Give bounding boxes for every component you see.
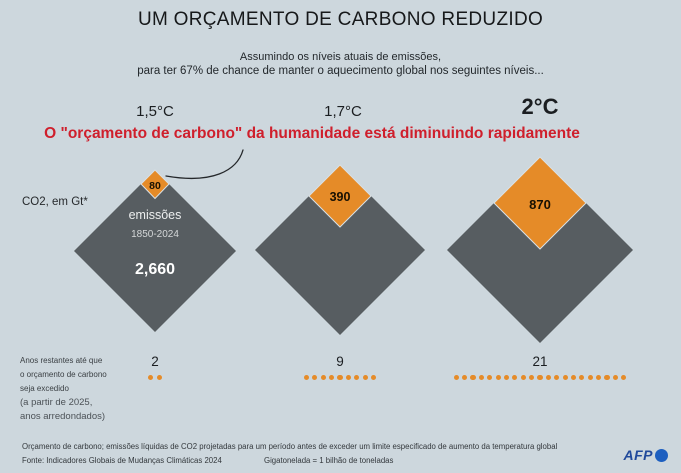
year-dot: [303, 375, 310, 381]
budget-diamond-3: [493, 156, 587, 250]
years-value-2: 9: [336, 354, 344, 369]
year-dot: [329, 375, 335, 381]
year-dot: [587, 375, 593, 381]
subtitle: Assumindo os níveis atuais de emissões, …: [0, 50, 681, 78]
year-dot: [312, 375, 318, 381]
page-title: UM ORÇAMENTO DE CARBONO REDUZIDO: [137, 9, 544, 30]
year-dot: [621, 375, 627, 381]
years-label-line1: Anos restantes até que: [20, 356, 103, 365]
temperature-label-1-7c: 1,7°C: [324, 103, 362, 120]
subtitle-line2: para ter 67% de chance de manter o aquec…: [137, 65, 544, 77]
emissions-diamond-3: [447, 157, 633, 343]
year-dot: [478, 375, 484, 381]
year-dot: [579, 375, 585, 381]
afp-globe-icon: [655, 448, 668, 462]
years-value-3: 21: [532, 354, 548, 369]
temperature-label-2c: 2°C: [521, 94, 559, 119]
year-dot: [487, 375, 493, 381]
year-dot: [537, 375, 543, 381]
headline-red: O "orçamento de carbono" da humanidade e…: [44, 125, 580, 142]
year-dot: [495, 375, 501, 381]
year-dot: [570, 375, 577, 381]
budget-diamond-1: [140, 169, 170, 200]
emissions-diamond-1: [74, 170, 236, 332]
temperature-label-1-5c: 1,5°C: [136, 103, 174, 120]
year-dot: [512, 375, 518, 381]
years-value-1: 2: [151, 354, 159, 369]
years-dots-1: [45, 375, 265, 381]
year-dot: [562, 375, 568, 381]
emissions-value: 2,660: [135, 261, 175, 278]
year-dot: [596, 375, 602, 381]
unit-label: CO2, em Gt*: [22, 196, 88, 208]
subtitle-line1: Assumindo os níveis atuais de emissões,: [239, 51, 442, 63]
year-dot: [462, 375, 468, 381]
years-label-line4: (a partir de 2025,: [20, 397, 93, 408]
years-label-line5: anos arredondados): [20, 411, 106, 422]
year-dot: [453, 375, 459, 381]
year-dot: [529, 375, 535, 381]
annotation-curve: [165, 149, 244, 180]
gigaton-definition: Gigatonelada = 1 bilhão de toneladas: [264, 456, 394, 465]
year-dot: [148, 375, 154, 381]
year-dot: [612, 375, 618, 381]
afp-logo: AFP: [623, 447, 668, 463]
emissions-period: 1850-2024: [131, 229, 179, 240]
budget-diamond-2: [308, 164, 372, 228]
years-dots-3: [430, 375, 650, 381]
year-dot: [520, 375, 526, 381]
source-credit: Fonte: Indicadores Globais de Mudanças C…: [22, 456, 222, 465]
year-dot: [554, 375, 560, 381]
year-dot: [156, 375, 162, 381]
budget-value-3: 870: [529, 197, 551, 212]
years-label-line2: o orçamento de carbono: [20, 370, 107, 379]
year-dot: [337, 375, 343, 381]
year-dot: [354, 375, 360, 381]
year-dot: [470, 375, 476, 381]
year-dot: [362, 375, 368, 381]
emissions-diamond-2: [255, 165, 425, 335]
years-label-line3: seja excedido: [20, 384, 69, 393]
budget-value-1: 80: [149, 180, 161, 192]
year-dot: [370, 375, 377, 381]
years-dots-2: [230, 375, 450, 381]
budget-value-2: 390: [330, 190, 351, 204]
emissions-label: emissões: [129, 208, 182, 222]
footnote: Orçamento de carbono; emissões líquidas …: [22, 442, 558, 451]
year-dot: [604, 375, 610, 381]
afp-logo-text: AFP: [623, 447, 653, 463]
year-dot: [503, 375, 510, 381]
year-dot: [345, 375, 351, 381]
year-dot: [545, 375, 551, 381]
year-dot: [320, 375, 326, 381]
years-axis-label: Anos restantes até que o orçamento de ca…: [20, 354, 107, 424]
